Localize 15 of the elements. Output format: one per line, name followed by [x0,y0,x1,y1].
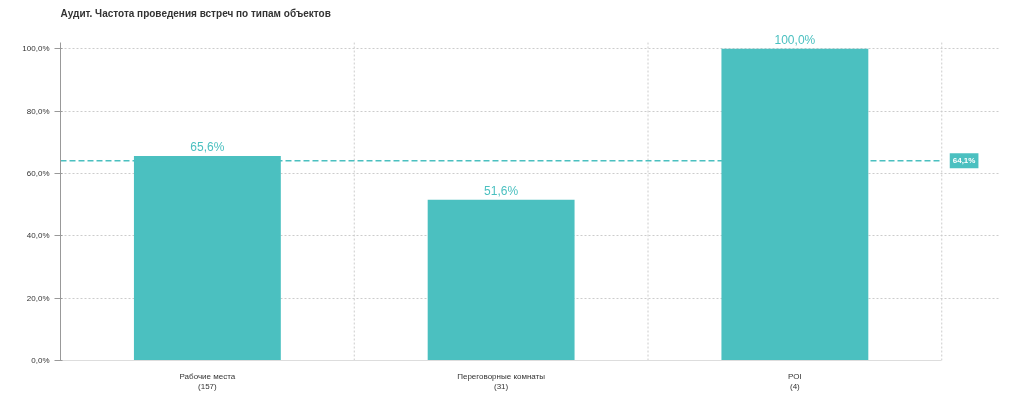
y-tick-label: 80,0% [26,106,50,116]
data-label: 51,6% [484,183,519,198]
y-tick-label: 0,0% [31,356,50,365]
y-tick-label: 40,0% [26,231,50,241]
x-tick-label: Переговорные комнаты (31) [457,371,546,392]
chart-title: Аудит. Частота проведения встреч по типам объектов [60,7,331,19]
x-tick-label: POI (4) [787,371,802,392]
data-label: 65,6% [190,140,225,155]
data-label: 100,0% [774,32,816,47]
y-tick-label: 20,0% [26,293,50,303]
x-tick-label: Рабочие места (157) [179,371,236,392]
y-tick-label: 100,0% [22,44,50,54]
ref-line-label: 64,1% [952,156,976,166]
bar [427,199,575,361]
y-tick-label: 60,0% [26,168,50,178]
